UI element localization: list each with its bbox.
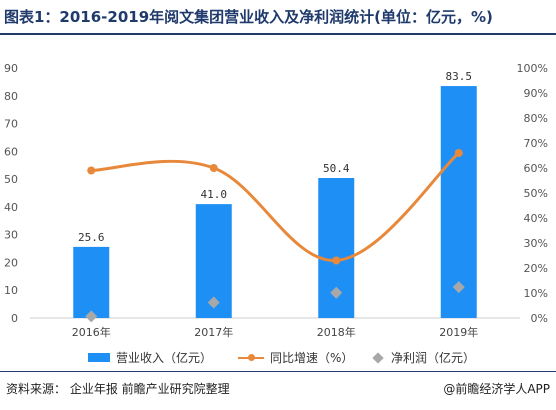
y-left-tick-label: 80: [4, 90, 18, 103]
legend-label-net-profit: 净利润（亿元）: [391, 351, 476, 365]
legend-swatch-revenue: [88, 353, 110, 362]
y-right-tick-label: 10%: [524, 287, 548, 300]
y-right-tick-label: 100%: [517, 62, 548, 75]
y-left-tick-label: 40: [4, 201, 18, 214]
x-tick-label: 2019年: [439, 325, 478, 339]
revenue-data-label: 41.0: [201, 188, 228, 201]
y-right-tick-label: 90%: [524, 87, 548, 100]
y-left-tick-label: 90: [4, 62, 18, 75]
legend-label-revenue: 营业收入（亿元）: [116, 351, 213, 365]
revenue-data-label: 50.4: [323, 162, 350, 175]
title-divider: [0, 33, 556, 35]
revenue-data-label: 25.6: [78, 231, 105, 244]
y-left-tick-label: 50: [4, 173, 18, 186]
legend-item-net-profit: 净利润（亿元）: [370, 349, 475, 366]
legend-item-growth: 同比增速（%）: [238, 349, 353, 366]
growth-rate-point: [87, 166, 96, 175]
revenue-data-label: 83.5: [446, 70, 473, 83]
y-right-tick-label: 40%: [524, 212, 548, 225]
y-left-tick-label: 30: [4, 229, 18, 242]
growth-rate-point: [209, 164, 218, 172]
legend-label-growth: 同比增速（%）: [270, 351, 354, 365]
y-left-tick-label: 60: [4, 145, 18, 158]
growth-rate-point: [332, 256, 341, 265]
growth-rate-line: [89, 151, 461, 263]
chart-legend: 营业收入（亿元） 同比增速（%） 净利润（亿元）: [0, 345, 556, 367]
y-left-tick-label: 10: [4, 284, 18, 297]
y-left-tick-label: 0: [11, 312, 18, 325]
y-right-tick-label: 60%: [524, 162, 548, 175]
legend-swatch-growth: [238, 353, 264, 361]
net-profit-point: [207, 296, 220, 309]
y-right-tick-label: 70%: [524, 137, 548, 150]
x-tick-label: 2017年: [194, 325, 233, 339]
net-profit-point: [330, 286, 343, 299]
x-tick-label: 2016年: [72, 325, 111, 339]
chart-title: 图表1：2016-2019年阅文集团营业收入及净利润统计(单位：亿元，%): [4, 8, 493, 26]
source-note: 资料来源： 企业年报 前瞻产业研究院整理: [6, 382, 230, 396]
y-right-tick-label: 30%: [524, 237, 548, 250]
y-right-tick-label: 50%: [524, 187, 548, 200]
y-left-tick-label: 20: [4, 256, 18, 269]
y-right-tick-label: 0%: [531, 312, 548, 325]
net-profit-point: [85, 310, 98, 323]
revenue-bar: [440, 86, 477, 318]
revenue-bar: [73, 246, 110, 318]
legend-swatch-net-profit: [372, 351, 384, 364]
brand-credit: @前瞻经济学人APP: [443, 382, 550, 396]
y-right-tick-label: 80%: [524, 112, 548, 125]
y-left-tick-label: 70: [4, 118, 18, 131]
footer-divider: [0, 371, 556, 372]
y-right-tick-label: 20%: [524, 262, 548, 275]
legend-item-revenue: 营业收入（亿元）: [88, 349, 212, 366]
revenue-profit-chart: 0 10 20 30 40 50 60 70 80 90 0% 10% 20% 30% 40% 50% 60% 7…: [4, 62, 548, 339]
x-tick-label: 2018年: [317, 325, 356, 339]
net-profit-point: [452, 281, 465, 294]
growth-rate-point: [454, 149, 463, 157]
